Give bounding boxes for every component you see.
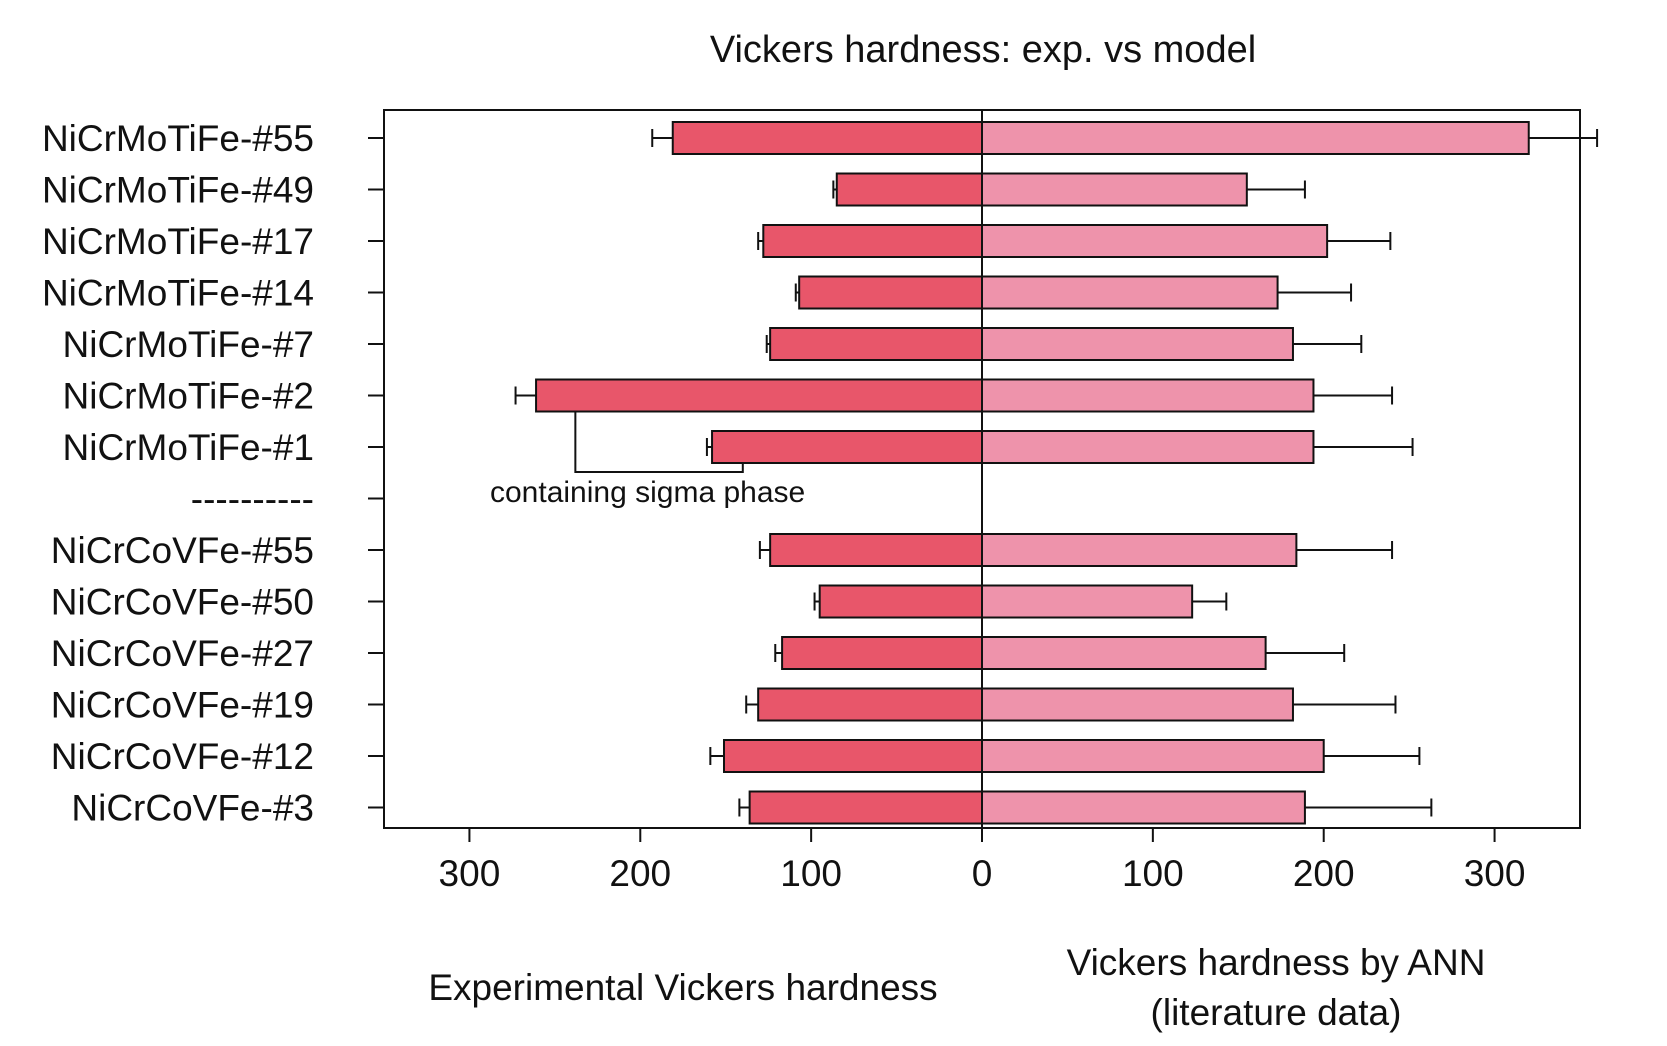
model-bar bbox=[981, 172, 1248, 207]
model-bar bbox=[981, 533, 1298, 567]
error-bars bbox=[514, 129, 1599, 817]
category-label: NiCrMoTiFe-#49 bbox=[42, 170, 314, 211]
model-bar bbox=[981, 224, 1329, 258]
x-axis-ticks: 300 200 100 0 100 200 300 bbox=[439, 828, 1526, 894]
model-bar bbox=[981, 121, 1530, 155]
x-tick-label: 300 bbox=[439, 853, 501, 894]
experimental-bars bbox=[535, 121, 984, 825]
experimental-bar bbox=[762, 224, 983, 258]
model-bar bbox=[981, 739, 1325, 773]
experimental-bar bbox=[757, 687, 983, 722]
experimental-bar bbox=[723, 739, 984, 773]
x-axis-title-right-line2: (literature data) bbox=[1151, 992, 1402, 1033]
annotation-text: containing sigma phase bbox=[490, 476, 805, 509]
experimental-bar bbox=[798, 275, 983, 310]
model-bar bbox=[981, 636, 1267, 670]
category-label: NiCrMoTiFe-#7 bbox=[63, 324, 314, 365]
experimental-bar bbox=[671, 121, 984, 155]
experimental-bar bbox=[835, 172, 983, 207]
x-tick-label: 100 bbox=[1122, 853, 1184, 894]
model-bar bbox=[981, 430, 1315, 464]
experimental-bar bbox=[748, 790, 983, 825]
category-label: NiCrMoTiFe-#14 bbox=[42, 273, 314, 314]
model-bar bbox=[981, 378, 1315, 413]
x-tick-label: 200 bbox=[1293, 853, 1355, 894]
category-label: NiCrCoVFe-#12 bbox=[51, 736, 314, 777]
model-bar bbox=[981, 687, 1294, 722]
category-label: NiCrCoVFe-#27 bbox=[51, 633, 314, 674]
experimental-bar bbox=[711, 430, 983, 464]
category-label: NiCrCoVFe-#19 bbox=[51, 685, 314, 726]
category-ticks bbox=[368, 137, 384, 809]
model-bar bbox=[981, 790, 1306, 825]
sigma-phase-annotation: containing sigma phase bbox=[490, 411, 805, 509]
category-label: NiCrCoVFe-#3 bbox=[71, 788, 314, 829]
model-bar bbox=[981, 584, 1194, 619]
category-label: NiCrCoVFe-#55 bbox=[51, 530, 314, 571]
category-label: NiCrMoTiFe-#17 bbox=[42, 221, 314, 262]
experimental-bar bbox=[769, 327, 983, 361]
chart-title: Vickers hardness: exp. vs model bbox=[710, 29, 1256, 71]
x-tick-label: 100 bbox=[780, 853, 842, 894]
model-bar bbox=[981, 327, 1294, 361]
x-tick-label: 300 bbox=[1464, 853, 1526, 894]
x-tick-label: 200 bbox=[609, 853, 671, 894]
x-axis-title-right-line1: Vickers hardness by ANN bbox=[1067, 942, 1486, 983]
category-label: NiCrMoTiFe-#2 bbox=[63, 376, 314, 417]
x-tick-label: 0 bbox=[972, 853, 993, 894]
category-label: ---------- bbox=[191, 479, 314, 520]
model-bars bbox=[981, 121, 1530, 825]
annotation-bracket bbox=[574, 411, 744, 473]
category-label: NiCrMoTiFe-#1 bbox=[63, 427, 314, 468]
x-axis-title-left: Experimental Vickers hardness bbox=[428, 967, 937, 1008]
experimental-bar bbox=[535, 378, 983, 413]
experimental-bar bbox=[818, 584, 984, 619]
category-label: NiCrMoTiFe-#55 bbox=[42, 118, 314, 159]
category-labels: NiCrMoTiFe-#55 NiCrMoTiFe-#49 NiCrMoTiFe-#… bbox=[42, 118, 314, 829]
experimental-bar bbox=[769, 533, 983, 567]
category-label: NiCrCoVFe-#50 bbox=[51, 582, 314, 623]
model-bar bbox=[981, 275, 1279, 310]
experimental-bar bbox=[781, 636, 984, 670]
